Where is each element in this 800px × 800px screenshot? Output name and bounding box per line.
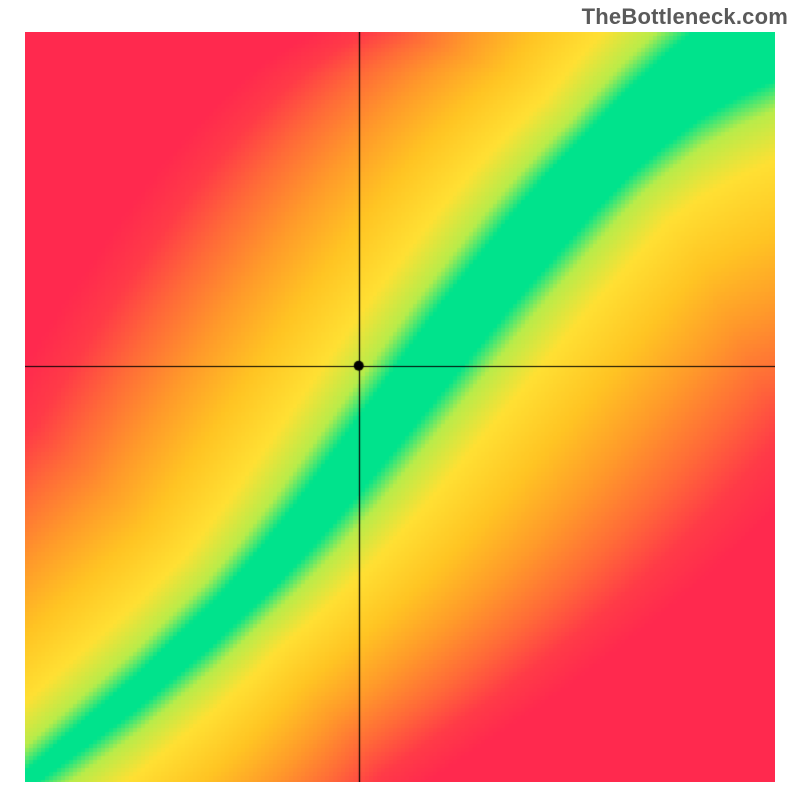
- watermark-text: TheBottleneck.com: [582, 4, 788, 30]
- heatmap-canvas: [25, 32, 775, 782]
- bottleneck-heatmap: [25, 32, 775, 782]
